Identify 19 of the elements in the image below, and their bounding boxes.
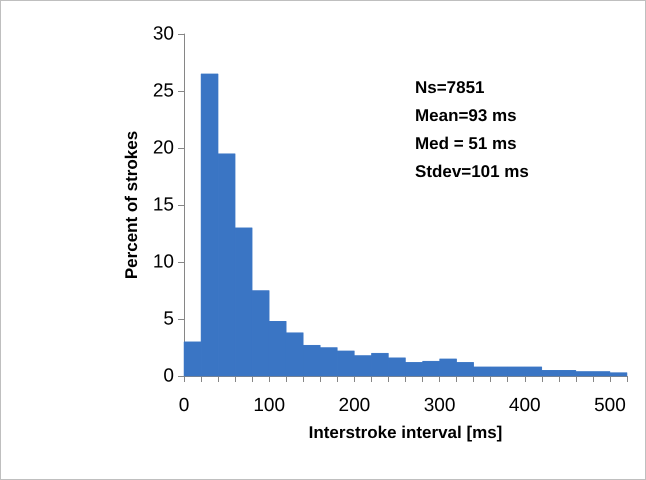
y-tick-label: 25 — [152, 80, 174, 102]
x-tick-label: 100 — [253, 395, 286, 416]
y-axis-title: Percent of strokes — [122, 130, 141, 280]
y-tick-label: 5 — [163, 308, 174, 330]
x-tick-label: 400 — [508, 395, 541, 416]
annotation: Med = 51 ms — [415, 134, 517, 153]
annotation: Ns=7851 — [415, 78, 484, 97]
x-tick-label: 500 — [594, 395, 626, 416]
y-tick-label: 10 — [152, 252, 174, 272]
x-tick-label: 300 — [424, 395, 456, 416]
y-tick-label: 15 — [152, 194, 174, 216]
x-tick-label: 0 — [178, 395, 190, 416]
x-tick-label: 200 — [338, 395, 370, 416]
annotation: Stdev=101 ms — [415, 162, 529, 181]
x-axis-title: Interstroke interval [ms] — [308, 423, 502, 442]
y-tick-label: 0 — [163, 366, 174, 386]
y-tick-label: 30 — [152, 24, 174, 44]
annotation: Mean=93 ms — [415, 106, 517, 125]
y-tick-label: 20 — [152, 138, 174, 158]
